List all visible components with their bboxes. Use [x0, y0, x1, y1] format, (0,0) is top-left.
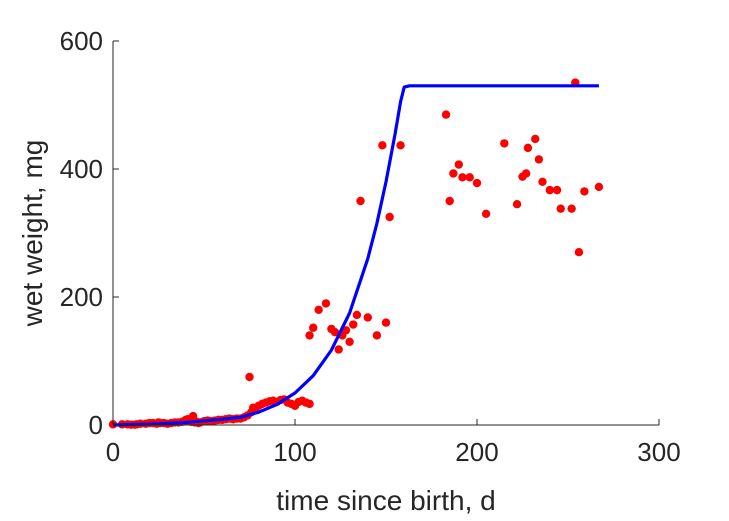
y-ticks: 0 200 400 600 — [60, 26, 119, 440]
plot-area — [108, 78, 604, 429]
data-point — [305, 399, 314, 409]
data-point — [538, 177, 547, 186]
fit-line — [112, 84, 599, 427]
data-point — [345, 337, 354, 346]
data-point — [534, 155, 544, 164]
x-tick-label: 200 — [455, 437, 498, 467]
data-point — [500, 139, 509, 148]
data-point — [458, 173, 467, 182]
x-tick-label: 0 — [106, 437, 120, 467]
data-point — [309, 323, 318, 332]
data-point — [449, 169, 458, 178]
data-point — [363, 313, 372, 322]
data-point — [445, 196, 454, 206]
data-point — [531, 134, 540, 144]
data-point — [523, 143, 533, 153]
x-tick-label: 300 — [637, 437, 680, 467]
data-point — [594, 182, 604, 192]
x-tick-label: 100 — [273, 437, 316, 467]
data-point — [378, 141, 387, 150]
data-point — [356, 196, 365, 206]
data-point — [512, 200, 522, 209]
y-axis-label: wet weight, mg — [17, 140, 48, 328]
data-point — [352, 310, 362, 320]
y-tick-label: 400 — [60, 154, 103, 184]
data-point — [472, 178, 482, 188]
data-point — [314, 305, 323, 314]
y-tick-label: 200 — [60, 282, 103, 312]
data-point — [441, 110, 451, 119]
data-point — [454, 160, 463, 169]
data-point — [574, 248, 584, 257]
data-point — [580, 187, 589, 196]
data-point — [465, 173, 474, 182]
data-point — [330, 328, 340, 337]
data-point — [567, 204, 576, 213]
data-point — [372, 331, 382, 340]
data-point — [552, 185, 562, 195]
data-point — [305, 331, 314, 340]
x-ticks: 0 100 200 300 — [106, 419, 681, 467]
data-point — [545, 185, 554, 195]
data-point — [481, 209, 491, 218]
data-point — [381, 318, 391, 327]
data-point — [521, 169, 531, 178]
scatter-series — [108, 78, 604, 429]
data-point — [349, 320, 358, 329]
data-point — [385, 212, 394, 222]
y-tick-label: 600 — [60, 26, 103, 56]
data-point — [245, 372, 254, 382]
y-tick-label: 0 — [89, 410, 103, 440]
data-point — [321, 299, 331, 308]
x-axis-label: time since birth, d — [276, 485, 495, 516]
data-point — [396, 141, 405, 150]
data-point — [334, 345, 343, 354]
data-point — [556, 204, 565, 213]
